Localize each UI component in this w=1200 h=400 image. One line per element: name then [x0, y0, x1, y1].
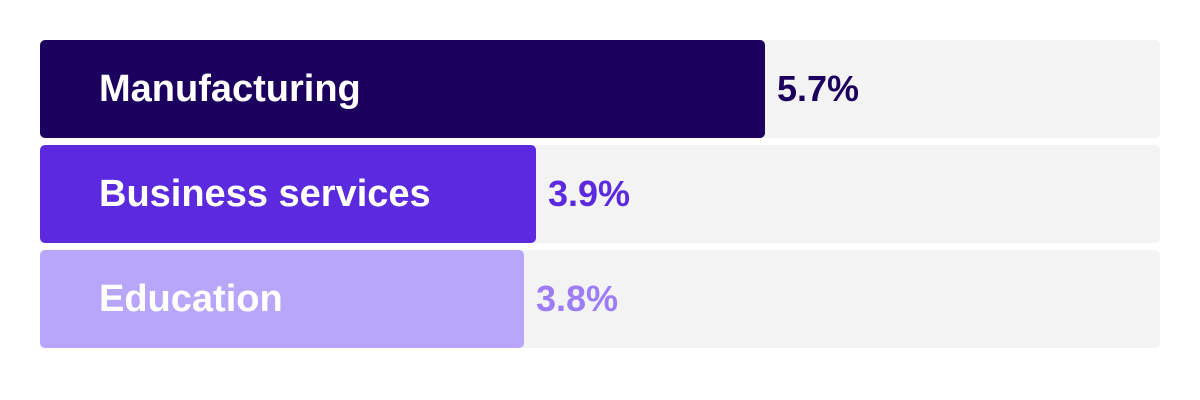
category-label: Business services: [99, 173, 431, 215]
bar: [40, 145, 536, 243]
bar: [40, 40, 765, 138]
category-label: Manufacturing: [99, 68, 361, 110]
bar: [40, 250, 524, 348]
category-label: Education: [99, 278, 283, 320]
value-label: 3.8%: [536, 278, 619, 319]
value-label: 3.9%: [548, 173, 631, 214]
value-label: 5.7%: [777, 68, 860, 109]
